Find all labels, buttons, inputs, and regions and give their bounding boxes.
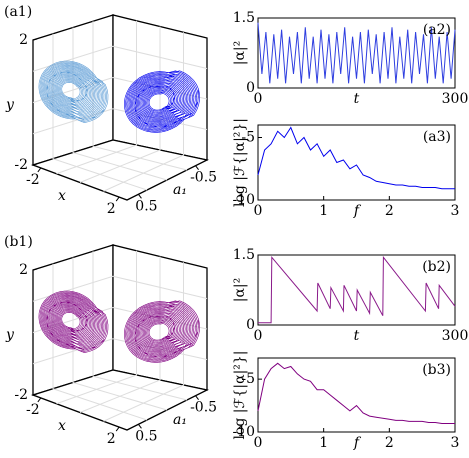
grid-line xyxy=(103,262,184,422)
y-tick-label: 2 xyxy=(19,32,28,48)
line-series xyxy=(257,126,455,190)
grid-line xyxy=(92,251,188,401)
y-axis-label: log |ℱ{|α|²}| xyxy=(232,350,248,439)
x-axis-label: x xyxy=(58,418,66,434)
plot-frame xyxy=(257,17,456,89)
x-tick-label: 1 xyxy=(319,203,328,219)
y-axis-label: y xyxy=(5,327,15,343)
y-tick-label: 0 xyxy=(246,317,255,333)
y-tick-label: 1.5 xyxy=(233,247,255,263)
z-tick xyxy=(138,423,142,429)
x-tick-label: 2 xyxy=(385,435,394,451)
grid-line xyxy=(52,33,148,191)
grid-line xyxy=(72,27,168,181)
grid-line xyxy=(56,250,137,405)
y-tick-label: -2 xyxy=(14,157,28,173)
x-tick-label: 0 xyxy=(254,91,263,107)
y-tick xyxy=(32,163,38,166)
z-tick xyxy=(195,165,199,171)
panel-label: (b2) xyxy=(422,259,451,275)
grid-line xyxy=(72,257,168,411)
y-tick-label: 2 xyxy=(19,262,28,278)
y-axis-label: |α|² xyxy=(232,278,248,303)
z-tick-label: -0.5 xyxy=(190,170,217,186)
x-tick-label: 0 xyxy=(254,435,263,451)
grid-line xyxy=(56,20,137,175)
z-tick xyxy=(138,193,142,199)
panel-label: (b3) xyxy=(422,362,451,378)
x-tick xyxy=(115,426,120,432)
trajectory xyxy=(38,290,109,354)
y-tick-label: -2 xyxy=(14,387,28,403)
z-tick-label: -0.5 xyxy=(190,400,217,416)
grid-line xyxy=(52,263,148,421)
grid-line xyxy=(103,32,184,192)
x-tick xyxy=(115,196,120,202)
line-series xyxy=(258,255,456,324)
panel-label: (a3) xyxy=(423,129,451,145)
x-axis-label: t xyxy=(354,328,360,344)
y-tick-label: 1.5 xyxy=(233,10,255,26)
trajectory xyxy=(124,70,200,133)
y-axis-label: log |ℱ{|α|²}| xyxy=(232,118,248,207)
plot-frame xyxy=(257,357,456,433)
grid-line xyxy=(79,26,161,183)
trajectory xyxy=(124,300,200,363)
y-tick xyxy=(32,393,38,396)
line-series xyxy=(257,362,455,424)
x-tick-label: 3 xyxy=(451,435,460,451)
z-tick xyxy=(195,395,199,401)
x-axis-label: f xyxy=(353,435,362,451)
x-tick-label: -2 xyxy=(26,172,40,188)
x-tick xyxy=(37,397,42,403)
y-axis-label: |α|² xyxy=(232,41,248,66)
x-tick-label: 1 xyxy=(319,435,328,451)
x-tick-label: 2 xyxy=(107,431,116,447)
y-tick-label: -10 xyxy=(232,192,255,208)
plot-frame xyxy=(257,254,456,326)
y-tick xyxy=(32,38,38,41)
y-tick-label: -5 xyxy=(241,371,255,387)
z-tick-label: 0.5 xyxy=(135,198,157,214)
y-tick-label: 0 xyxy=(246,80,255,96)
x-axis-label: x xyxy=(58,188,66,204)
x-tick-label: 300 xyxy=(442,91,469,107)
floor xyxy=(30,139,209,201)
x-axis-label: t xyxy=(354,91,360,107)
x-tick-label: -2 xyxy=(26,402,40,418)
z-axis-label: a₁ xyxy=(173,182,187,198)
x-tick-label: 0 xyxy=(254,203,263,219)
trajectory xyxy=(38,60,109,124)
panel-label: (a2) xyxy=(423,22,451,38)
line-series xyxy=(257,22,456,84)
y-tick xyxy=(32,268,38,271)
x-axis-label: f xyxy=(353,203,362,219)
x-tick xyxy=(37,167,42,173)
grid-line xyxy=(92,21,188,171)
y-tick-label: -5 xyxy=(241,130,255,146)
x-tick-label: 300 xyxy=(442,328,469,344)
plot-frame xyxy=(257,124,456,201)
y-axis-label: y xyxy=(5,97,15,113)
z-tick-label: 0.5 xyxy=(135,428,157,444)
x-tick-label: 2 xyxy=(385,203,394,219)
x-tick-label: 0 xyxy=(254,328,263,344)
grid-line xyxy=(79,256,161,413)
y-tick-label: -10 xyxy=(232,424,255,440)
z-axis-label: a₁ xyxy=(173,412,187,428)
panel-label: (b1) xyxy=(4,234,33,250)
floor xyxy=(30,369,209,431)
x-tick-label: 3 xyxy=(451,203,460,219)
x-tick-label: 2 xyxy=(107,201,116,217)
panel-label: (a1) xyxy=(4,4,32,20)
